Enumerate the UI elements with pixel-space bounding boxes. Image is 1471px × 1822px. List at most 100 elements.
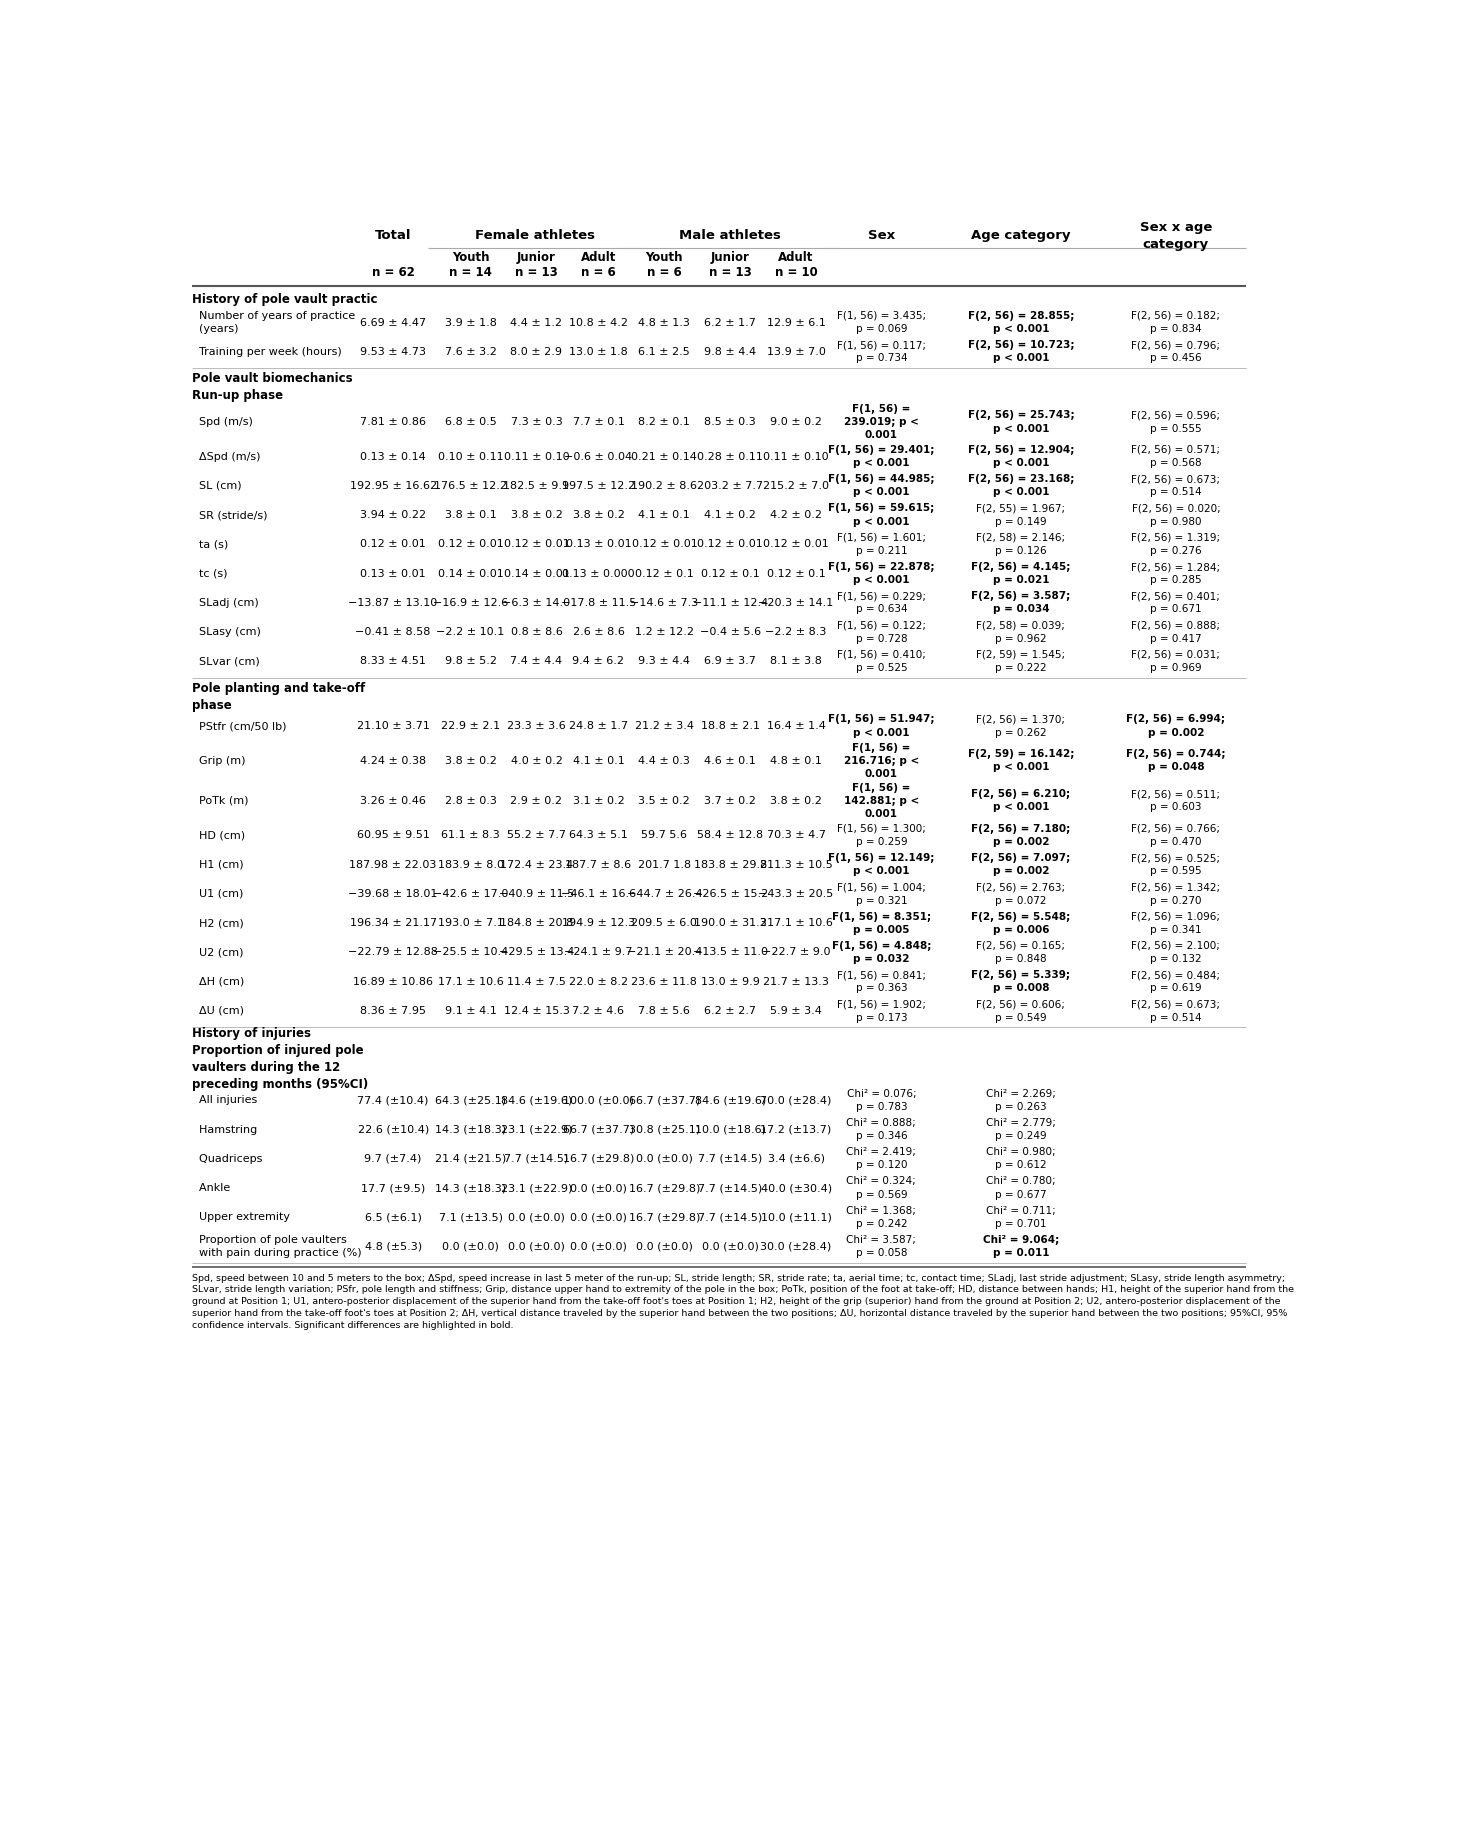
- Text: F(2, 56) = 28.855;
p < 0.001: F(2, 56) = 28.855; p < 0.001: [968, 312, 1074, 333]
- Text: 187.7 ± 8.6: 187.7 ± 8.6: [565, 860, 631, 869]
- Text: 6.2 ± 1.7: 6.2 ± 1.7: [705, 317, 756, 328]
- Text: 0.8 ± 8.6: 0.8 ± 8.6: [510, 627, 562, 638]
- Text: −25.5 ± 10.4: −25.5 ± 10.4: [432, 947, 509, 957]
- Text: F(2, 56) = 6.210;
p < 0.001: F(2, 56) = 6.210; p < 0.001: [971, 789, 1071, 813]
- Text: 0.12 ± 0.01: 0.12 ± 0.01: [438, 539, 503, 550]
- Text: F(1, 56) = 1.601;
p = 0.211: F(1, 56) = 1.601; p = 0.211: [837, 532, 925, 556]
- Text: 21.7 ± 13.3: 21.7 ± 13.3: [763, 977, 830, 988]
- Text: −11.1 ± 12.4: −11.1 ± 12.4: [693, 598, 768, 609]
- Text: F(2, 56) = 23.168;
p < 0.001: F(2, 56) = 23.168; p < 0.001: [968, 474, 1074, 497]
- Text: 0.13 ± 0.14: 0.13 ± 0.14: [360, 452, 427, 461]
- Text: −40.9 ± 11.5: −40.9 ± 11.5: [499, 889, 574, 898]
- Text: F(2, 56) = 5.548;
p = 0.006: F(2, 56) = 5.548; p = 0.006: [971, 911, 1071, 935]
- Text: n = 6: n = 6: [581, 266, 616, 279]
- Text: 217.1 ± 10.6: 217.1 ± 10.6: [759, 918, 833, 927]
- Text: −43.3 ± 20.5: −43.3 ± 20.5: [759, 889, 834, 898]
- Text: 4.1 ± 0.2: 4.1 ± 0.2: [705, 510, 756, 519]
- Text: 0.0 (±0.0): 0.0 (±0.0): [507, 1241, 565, 1252]
- Text: F(1, 56) = 1.300;
p = 0.259: F(1, 56) = 1.300; p = 0.259: [837, 824, 925, 847]
- Text: F(1, 56) = 51.947;
p < 0.001: F(1, 56) = 51.947; p < 0.001: [828, 714, 934, 738]
- Text: 8.0 ± 2.9: 8.0 ± 2.9: [510, 346, 562, 357]
- Text: Youth: Youth: [646, 251, 683, 264]
- Text: F(1, 56) = 1.004;
p = 0.321: F(1, 56) = 1.004; p = 0.321: [837, 882, 925, 906]
- Text: 4.4 ± 0.3: 4.4 ± 0.3: [638, 756, 690, 765]
- Text: History of pole vault practic: History of pole vault practic: [191, 293, 377, 306]
- Text: F(2, 56) = 0.796;
p = 0.456: F(2, 56) = 0.796; p = 0.456: [1131, 341, 1221, 363]
- Text: −22.79 ± 12.88: −22.79 ± 12.88: [349, 947, 438, 957]
- Text: 0.13 ± 0.000: 0.13 ± 0.000: [562, 568, 635, 579]
- Text: 3.94 ± 0.22: 3.94 ± 0.22: [360, 510, 427, 519]
- Text: F(1, 56) = 0.229;
p = 0.634: F(1, 56) = 0.229; p = 0.634: [837, 592, 925, 614]
- Text: 3.26 ± 0.46: 3.26 ± 0.46: [360, 796, 427, 805]
- Text: 4.6 ± 0.1: 4.6 ± 0.1: [705, 756, 756, 765]
- Text: Quadriceps: Quadriceps: [191, 1153, 262, 1164]
- Text: 24.8 ± 1.7: 24.8 ± 1.7: [569, 722, 628, 731]
- Text: 84.6 (±19.6): 84.6 (±19.6): [500, 1095, 572, 1106]
- Text: 4.4 ± 1.2: 4.4 ± 1.2: [510, 317, 562, 328]
- Text: F(2, 56) = 0.165;
p = 0.848: F(2, 56) = 0.165; p = 0.848: [977, 940, 1065, 964]
- Text: 190.2 ± 8.6: 190.2 ± 8.6: [631, 481, 697, 490]
- Text: SR (stride/s): SR (stride/s): [191, 510, 268, 519]
- Text: 0.12 ± 0.01: 0.12 ± 0.01: [360, 539, 427, 550]
- Text: 7.6 ± 3.2: 7.6 ± 3.2: [444, 346, 497, 357]
- Text: 0.11 ± 0.10: 0.11 ± 0.10: [763, 452, 830, 461]
- Text: SLasy (cm): SLasy (cm): [191, 627, 260, 638]
- Text: 0.12 ± 0.01: 0.12 ± 0.01: [697, 539, 763, 550]
- Text: 9.8 ± 4.4: 9.8 ± 4.4: [705, 346, 756, 357]
- Text: Sex: Sex: [868, 230, 894, 242]
- Text: F(1, 56) = 1.902;
p = 0.173: F(1, 56) = 1.902; p = 0.173: [837, 1000, 925, 1022]
- Text: F(1, 56) = 8.351;
p = 0.005: F(1, 56) = 8.351; p = 0.005: [831, 911, 931, 935]
- Text: F(1, 56) = 0.841;
p = 0.363: F(1, 56) = 0.841; p = 0.363: [837, 969, 925, 993]
- Text: −16.9 ± 12.6: −16.9 ± 12.6: [432, 598, 509, 609]
- Text: 22.9 ± 2.1: 22.9 ± 2.1: [441, 722, 500, 731]
- Text: Youth: Youth: [452, 251, 490, 264]
- Text: 9.7 (±7.4): 9.7 (±7.4): [365, 1153, 422, 1164]
- Text: Chi² = 0.076;
p = 0.783: Chi² = 0.076; p = 0.783: [847, 1090, 916, 1111]
- Text: 70.0 (±28.4): 70.0 (±28.4): [761, 1095, 831, 1106]
- Text: F(1, 56) = 29.401;
p < 0.001: F(1, 56) = 29.401; p < 0.001: [828, 445, 934, 468]
- Text: ΔH (cm): ΔH (cm): [191, 977, 244, 988]
- Text: F(2, 58) = 0.039;
p = 0.962: F(2, 58) = 0.039; p = 0.962: [977, 621, 1065, 643]
- Text: F(1, 56) = 4.848;
p = 0.032: F(1, 56) = 4.848; p = 0.032: [831, 940, 931, 964]
- Text: 9.4 ± 6.2: 9.4 ± 6.2: [572, 656, 625, 667]
- Text: 172.4 ± 23.4: 172.4 ± 23.4: [500, 860, 574, 869]
- Text: 9.8 ± 5.2: 9.8 ± 5.2: [444, 656, 497, 667]
- Text: F(2, 56) = 6.994;
p = 0.002: F(2, 56) = 6.994; p = 0.002: [1127, 714, 1225, 738]
- Text: 0.0 (±0.0): 0.0 (±0.0): [571, 1212, 627, 1223]
- Text: 55.2 ± 7.7: 55.2 ± 7.7: [507, 831, 566, 840]
- Text: Chi² = 2.269;
p = 0.263: Chi² = 2.269; p = 0.263: [986, 1090, 1056, 1111]
- Text: U1 (cm): U1 (cm): [191, 889, 243, 898]
- Text: n = 6: n = 6: [647, 266, 681, 279]
- Text: ΔU (cm): ΔU (cm): [191, 1006, 244, 1017]
- Text: 17.7 (±9.5): 17.7 (±9.5): [360, 1182, 425, 1193]
- Text: 58.4 ± 12.8: 58.4 ± 12.8: [697, 831, 763, 840]
- Text: Chi² = 0.780;
p = 0.677: Chi² = 0.780; p = 0.677: [986, 1177, 1056, 1199]
- Text: PoTk (m): PoTk (m): [191, 796, 249, 805]
- Text: n = 13: n = 13: [515, 266, 558, 279]
- Text: 183.9 ± 8.0: 183.9 ± 8.0: [438, 860, 503, 869]
- Text: 61.1 ± 8.3: 61.1 ± 8.3: [441, 831, 500, 840]
- Text: F(1, 56) =
142.881; p <
0.001: F(1, 56) = 142.881; p < 0.001: [844, 783, 919, 818]
- Text: 18.8 ± 2.1: 18.8 ± 2.1: [700, 722, 759, 731]
- Text: tc (s): tc (s): [191, 568, 227, 579]
- Text: Upper extremity: Upper extremity: [191, 1212, 290, 1223]
- Text: F(2, 55) = 1.967;
p = 0.149: F(2, 55) = 1.967; p = 0.149: [977, 503, 1065, 527]
- Text: F(2, 56) = 0.888;
p = 0.417: F(2, 56) = 0.888; p = 0.417: [1131, 621, 1221, 643]
- Text: 4.24 ± 0.38: 4.24 ± 0.38: [360, 756, 427, 765]
- Text: 0.0 (±0.0): 0.0 (±0.0): [635, 1241, 693, 1252]
- Text: 4.8 (±5.3): 4.8 (±5.3): [365, 1241, 422, 1252]
- Text: F(2, 56) = 1.319;
p = 0.276: F(2, 56) = 1.319; p = 0.276: [1131, 532, 1221, 556]
- Text: F(2, 56) = 1.096;
p = 0.341: F(2, 56) = 1.096; p = 0.341: [1131, 911, 1221, 935]
- Text: Chi² = 2.779;
p = 0.249: Chi² = 2.779; p = 0.249: [986, 1119, 1056, 1141]
- Text: F(1, 56) =
239.019; p <
0.001: F(1, 56) = 239.019; p < 0.001: [844, 404, 919, 441]
- Text: −13.87 ± 13.10: −13.87 ± 13.10: [349, 598, 438, 609]
- Text: 3.8 ± 0.2: 3.8 ± 0.2: [572, 510, 624, 519]
- Text: F(2, 56) = 5.339;
p = 0.008: F(2, 56) = 5.339; p = 0.008: [971, 969, 1071, 993]
- Text: 3.5 ± 0.2: 3.5 ± 0.2: [638, 796, 690, 805]
- Text: 3.4 (±6.6): 3.4 (±6.6): [768, 1153, 825, 1164]
- Text: H1 (cm): H1 (cm): [191, 860, 243, 869]
- Text: 1.2 ± 12.2: 1.2 ± 12.2: [635, 627, 694, 638]
- Text: F(2, 56) = 0.766;
p = 0.470: F(2, 56) = 0.766; p = 0.470: [1131, 824, 1221, 847]
- Text: 7.81 ± 0.86: 7.81 ± 0.86: [360, 417, 427, 426]
- Text: 16.7 (±29.8): 16.7 (±29.8): [563, 1153, 634, 1164]
